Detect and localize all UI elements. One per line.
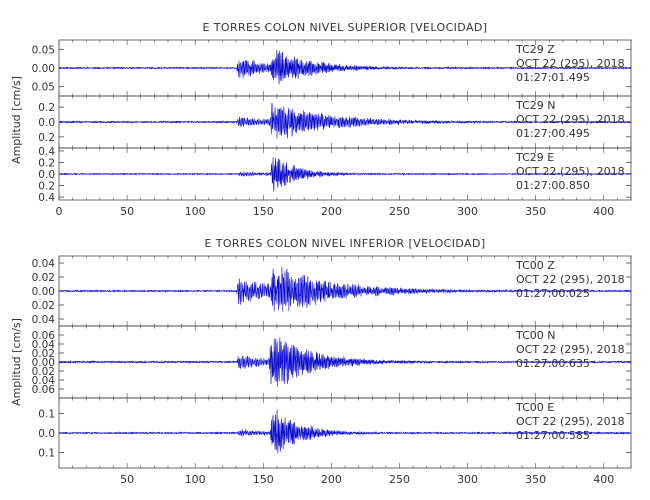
y-tick-label: 0.04 bbox=[32, 258, 56, 270]
y-tick-label: 0.2 bbox=[38, 181, 55, 193]
waveform-trace bbox=[58, 49, 632, 85]
date-label: OCT 22 (295), 2018 bbox=[516, 113, 625, 126]
y-tick-label: 0.05 bbox=[32, 44, 55, 56]
y-tick-label: 0.00 bbox=[32, 63, 55, 75]
y-tick-label: 0.06 bbox=[32, 384, 56, 396]
x-tick-label: 0 bbox=[56, 205, 63, 218]
x-tick-label: 300 bbox=[457, 205, 478, 218]
y-tick-label: 0.2 bbox=[38, 132, 55, 144]
y-tick-label: 0.2 bbox=[38, 102, 55, 114]
station-label: TC00 N bbox=[515, 329, 555, 342]
x-tick-label: 350 bbox=[525, 473, 546, 486]
x-tick-label: 150 bbox=[253, 473, 274, 486]
x-tick-label: 50 bbox=[120, 205, 134, 218]
time-label: 01:27:00.495 bbox=[516, 127, 590, 140]
station-label: TC00 Z bbox=[515, 259, 555, 272]
y-tick-label: 0.1 bbox=[38, 447, 55, 459]
y-tick-label: 0.00 bbox=[32, 286, 55, 298]
time-label: 01:27:00.635 bbox=[516, 357, 590, 370]
time-label: 01:27:00.025 bbox=[516, 287, 590, 300]
x-tick-label: 250 bbox=[389, 473, 410, 486]
date-label: OCT 22 (295), 2018 bbox=[516, 273, 625, 286]
x-tick-label: 200 bbox=[321, 205, 342, 218]
y-tick-label: 0.4 bbox=[38, 146, 55, 158]
station-label: TC29 E bbox=[515, 151, 554, 164]
time-label: 01:27:01.495 bbox=[516, 71, 590, 84]
waveform-trace bbox=[58, 409, 632, 454]
y-tick-label: 0.02 bbox=[32, 272, 55, 284]
y-tick-label: 0.1 bbox=[38, 409, 55, 421]
time-label: 01:27:00.585 bbox=[516, 429, 590, 442]
y-axis-label: Amplitud [cm/s] bbox=[10, 318, 23, 406]
y-tick-label: 0.05 bbox=[32, 82, 55, 94]
x-tick-label: 400 bbox=[593, 205, 614, 218]
y-tick-label: 0.0 bbox=[38, 428, 55, 440]
chart-group-1: E TORRES COLON NIVEL SUPERIOR [VELOCIDAD… bbox=[10, 21, 632, 218]
chart-title: E TORRES COLON NIVEL SUPERIOR [VELOCIDAD… bbox=[203, 21, 488, 34]
waveform-trace bbox=[58, 102, 632, 139]
x-tick-label: 250 bbox=[389, 205, 410, 218]
x-tick-label: 50 bbox=[120, 473, 134, 486]
date-label: OCT 22 (295), 2018 bbox=[516, 343, 625, 356]
y-tick-label: 0.02 bbox=[32, 366, 55, 378]
time-label: 01:27:00.850 bbox=[516, 179, 590, 192]
x-tick-label: 100 bbox=[185, 473, 206, 486]
station-label: TC29 N bbox=[515, 99, 555, 112]
x-tick-label: 400 bbox=[593, 473, 614, 486]
y-tick-label: 0.0 bbox=[38, 169, 55, 181]
y-tick-label: 0.00 bbox=[32, 357, 55, 369]
waveform-trace bbox=[58, 266, 632, 312]
date-label: OCT 22 (295), 2018 bbox=[516, 57, 625, 70]
chart-title: E TORRES COLON NIVEL INFERIOR [VELOCIDAD… bbox=[204, 237, 485, 250]
y-tick-label: 0.02 bbox=[32, 348, 55, 360]
date-label: OCT 22 (295), 2018 bbox=[516, 415, 625, 428]
y-tick-label: 0.04 bbox=[32, 339, 56, 351]
station-label: TC00 E bbox=[515, 401, 554, 414]
y-tick-label: 0.2 bbox=[38, 157, 55, 169]
y-tick-label: 0.0 bbox=[38, 117, 55, 129]
y-tick-label: 0.04 bbox=[32, 375, 56, 387]
waveform-trace bbox=[58, 337, 632, 387]
x-tick-label: 150 bbox=[253, 205, 274, 218]
chart-group-2: E TORRES COLON NIVEL INFERIOR [VELOCIDAD… bbox=[10, 237, 632, 486]
y-tick-label: 0.02 bbox=[32, 300, 55, 312]
y-tick-label: 0.06 bbox=[32, 330, 56, 342]
y-axis-label: Amplitud [cm/s] bbox=[10, 76, 23, 164]
date-label: OCT 22 (295), 2018 bbox=[516, 165, 625, 178]
x-tick-label: 100 bbox=[185, 205, 206, 218]
y-tick-label: 0.04 bbox=[32, 314, 56, 326]
x-tick-label: 200 bbox=[321, 473, 342, 486]
y-tick-label: 0.4 bbox=[38, 192, 55, 204]
waveform-trace bbox=[58, 157, 632, 192]
x-tick-label: 300 bbox=[457, 473, 478, 486]
station-label: TC29 Z bbox=[515, 43, 555, 56]
x-tick-label: 350 bbox=[525, 205, 546, 218]
